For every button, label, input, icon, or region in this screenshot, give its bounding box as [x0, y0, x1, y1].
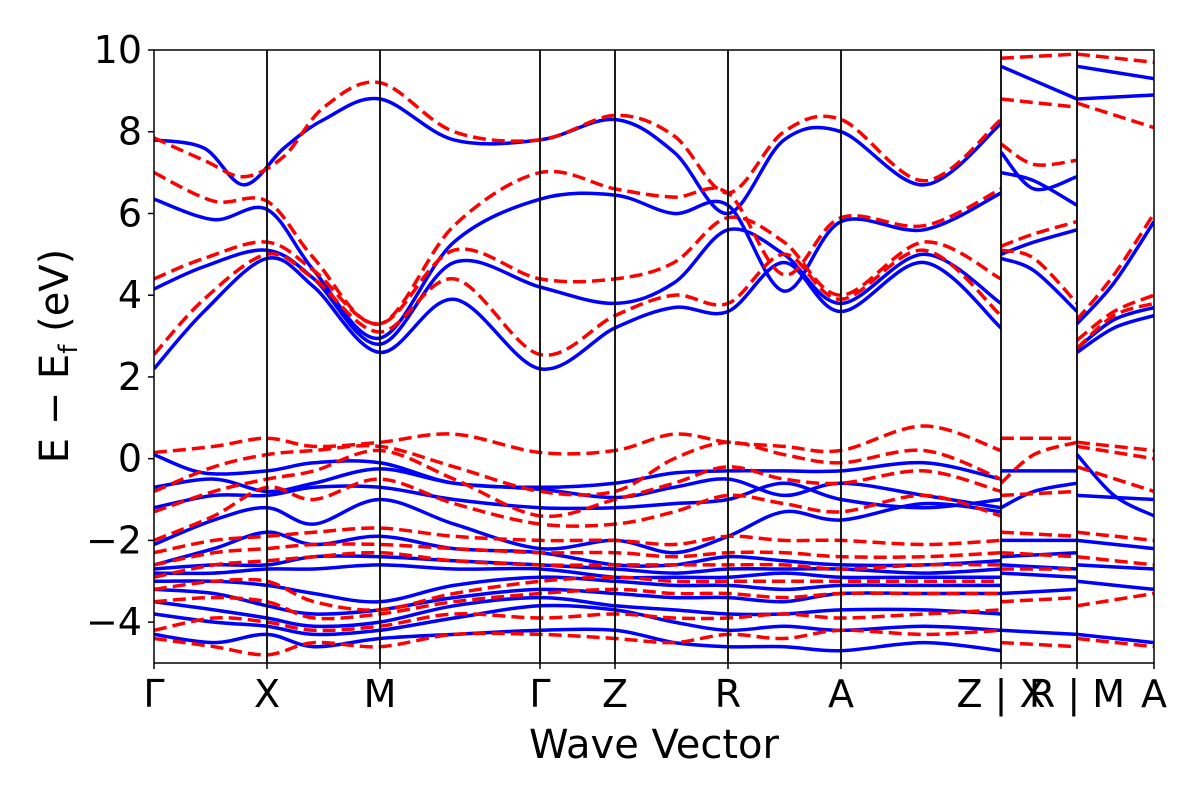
x-tick-label: A [828, 672, 854, 716]
x-tick-label: X [254, 672, 280, 716]
band-line [1075, 220, 1154, 325]
band-line [154, 215, 1002, 326]
band-line [154, 477, 1002, 543]
band-line [1076, 591, 1154, 608]
band-line [1076, 554, 1154, 567]
band-line [1076, 530, 1154, 543]
x-axis-ticks: Γ X M Γ Z R A Z | XR | M A [143, 663, 1167, 717]
band-line [1000, 52, 1078, 60]
plot-frame [153, 49, 1155, 664]
band-line [154, 448, 1002, 519]
x-axis-title: Wave Vector [529, 722, 780, 768]
y-tick-label: −4 [86, 600, 142, 644]
band-line [1076, 313, 1154, 354]
band-line [1076, 52, 1154, 65]
y-tick-label: 0 [118, 437, 142, 481]
band-line [1076, 465, 1154, 494]
band-line [1076, 632, 1154, 645]
band-line [1000, 219, 1078, 248]
band-line [1000, 142, 1078, 167]
x-tick-label: Γ [143, 672, 164, 716]
y-tick-label: 8 [118, 110, 142, 154]
x-tick-label: Z | X [956, 672, 1045, 717]
band-line [1075, 453, 1154, 518]
y-axis-ticks: −4 −2 0 2 4 6 8 10 [86, 28, 154, 644]
band-line [1076, 563, 1154, 571]
band-line [1000, 97, 1078, 109]
band-line [1000, 170, 1078, 207]
band-line [1000, 640, 1078, 649]
band-line [1075, 293, 1154, 342]
x-tick-label: Z [602, 672, 628, 716]
x-tick-label: M [364, 672, 397, 716]
band-line [1075, 212, 1154, 321]
band-line [1000, 530, 1078, 539]
band-line [1076, 93, 1154, 101]
band-line [1000, 571, 1078, 579]
band-line [1000, 481, 1078, 510]
band-line [1076, 538, 1154, 551]
band-line [1000, 550, 1078, 559]
band-line [1076, 440, 1154, 453]
y-tick-label: 4 [118, 273, 142, 317]
band-line [1000, 256, 1079, 313]
y-tick-label: −2 [86, 518, 142, 562]
band-line [1075, 301, 1154, 350]
band-line [154, 191, 1002, 340]
y-axis-title: E − Ef (eV) [32, 249, 84, 464]
x-tick-label: R | M [1029, 672, 1125, 717]
y-tick-label: 6 [118, 191, 142, 235]
x-tick-label: Γ [529, 672, 550, 716]
y-axis-title-unit: (eV) [32, 249, 78, 345]
band-line [1076, 444, 1154, 461]
band-line [1076, 636, 1154, 649]
band-line [1000, 628, 1078, 637]
kpoint-lines [266, 50, 1078, 663]
y-axis-title-main: E − E [32, 354, 78, 464]
band-line [1000, 248, 1079, 305]
band-line [1076, 101, 1154, 130]
band-line [1076, 493, 1154, 502]
x-tick-label: R [715, 672, 741, 716]
band-line [1000, 595, 1078, 604]
band-line [1000, 64, 1078, 101]
y-axis-title-subscript: f [54, 344, 84, 354]
band-line [1000, 563, 1078, 571]
band-line [999, 440, 1078, 485]
band-line [1076, 579, 1154, 592]
band-line [1076, 64, 1154, 81]
y-tick-label: 2 [118, 355, 142, 399]
x-tick-label: A [1141, 672, 1167, 716]
y-tick-label: 10 [94, 28, 142, 72]
band-line [1000, 489, 1078, 498]
band-line [999, 151, 1078, 192]
band-line [1000, 587, 1078, 596]
